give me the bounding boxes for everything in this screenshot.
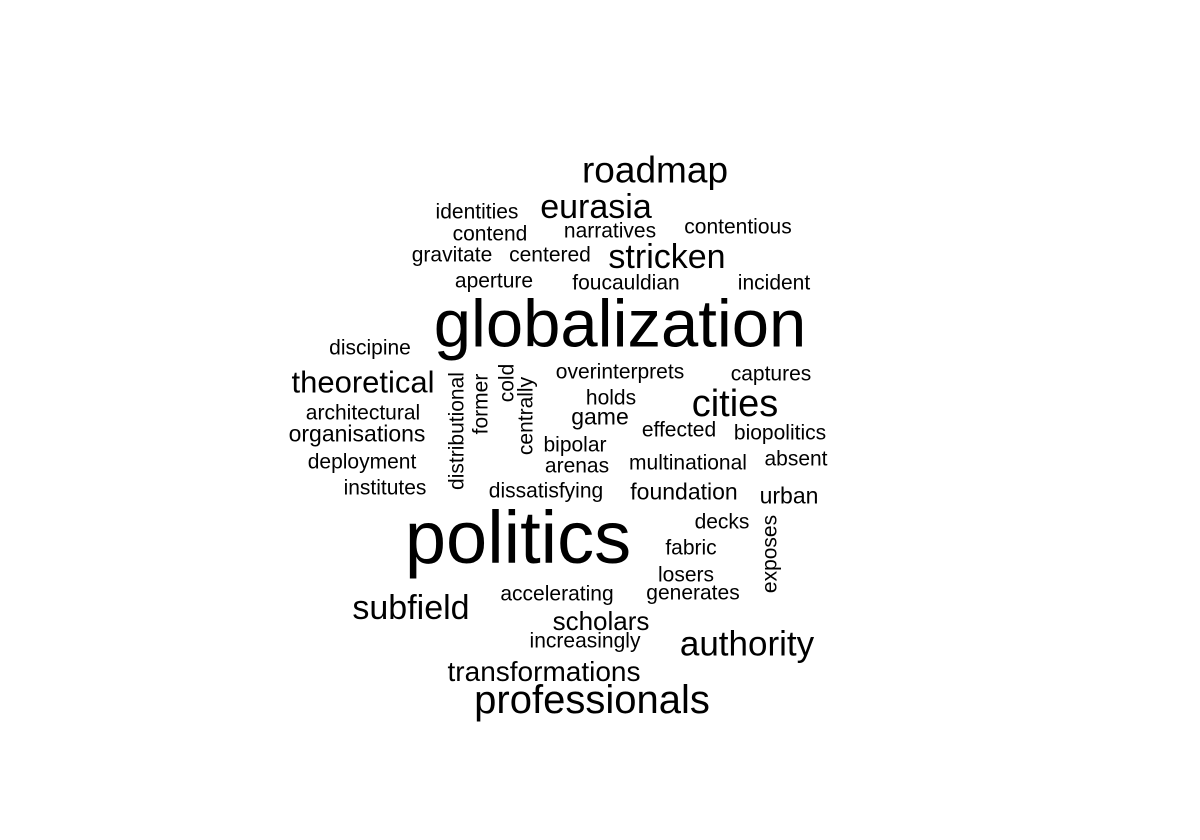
- word-biopolitics: biopolitics: [733, 421, 827, 445]
- word-bipolar: bipolar: [543, 433, 607, 457]
- word-roadmap: roadmap: [581, 149, 729, 191]
- word-professionals: professionals: [474, 678, 710, 722]
- word-authority: authority: [679, 624, 815, 664]
- word-foundation: foundation: [630, 478, 738, 505]
- word-identities: identities: [435, 200, 519, 224]
- word-captures: captures: [730, 362, 812, 386]
- word-losers: losers: [657, 563, 715, 587]
- word-incident: incident: [737, 271, 811, 295]
- word-contend: contend: [452, 222, 528, 246]
- word-institutes: institutes: [343, 476, 427, 500]
- word-architectural: architectural: [305, 401, 421, 425]
- word-narratives: narratives: [563, 219, 657, 243]
- word-centered: centered: [509, 243, 591, 267]
- word-increasingly: increasingly: [529, 629, 641, 653]
- word-organisations: organisations: [288, 420, 426, 447]
- word-urban: urban: [759, 482, 819, 509]
- word-multinational: multinational: [629, 451, 747, 475]
- word-eurasia: eurasia: [540, 188, 652, 226]
- word-generates: generates: [646, 581, 740, 605]
- word-cities: cities: [691, 383, 779, 425]
- word-holds: holds: [585, 386, 637, 410]
- word-gravitate: gravitate: [411, 243, 493, 267]
- word-aperture: aperture: [454, 269, 534, 293]
- word-theoretical: theoretical: [291, 364, 435, 400]
- word-decks: decks: [694, 510, 750, 534]
- word-effected: effected: [641, 418, 717, 442]
- word-absent: absent: [764, 447, 828, 471]
- word-stricken: stricken: [608, 238, 726, 276]
- word-foucauldian: foucauldian: [572, 271, 680, 295]
- word-former: former: [469, 373, 493, 435]
- word-exposes: exposes: [758, 514, 782, 594]
- word-globalization: globalization: [433, 286, 807, 362]
- word-arenas: arenas: [544, 454, 610, 478]
- word-politics: politics: [404, 496, 632, 579]
- word-discipine: discipine: [329, 336, 411, 360]
- word-centrally: centrally: [514, 376, 538, 456]
- word-contentious: contentious: [684, 215, 792, 239]
- word-deployment: deployment: [307, 450, 417, 474]
- word-fabric: fabric: [665, 536, 717, 560]
- word-dissatisfying: dissatisfying: [488, 479, 604, 503]
- word-distributional: distributional: [445, 372, 469, 490]
- word-accelerating: accelerating: [500, 582, 614, 606]
- word-scholars: scholars: [552, 606, 650, 636]
- word-subfield: subfield: [352, 589, 470, 627]
- word-transformations: transformations: [447, 656, 641, 687]
- word-overinterprets: overinterprets: [555, 360, 685, 384]
- word-game: game: [571, 403, 629, 430]
